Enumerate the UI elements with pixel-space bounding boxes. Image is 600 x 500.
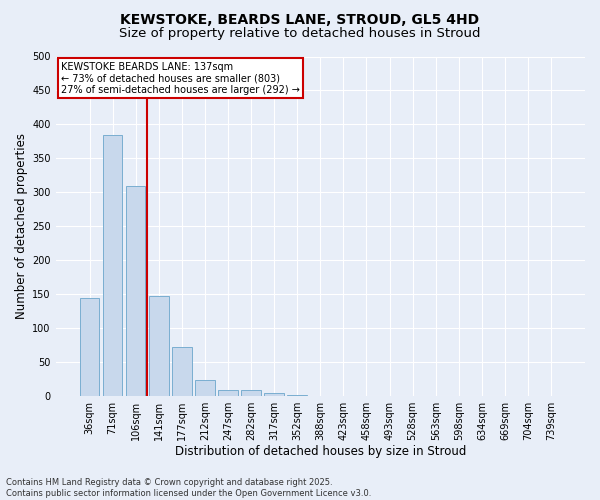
Bar <box>265 392 284 396</box>
Bar <box>80 298 100 396</box>
Bar <box>126 186 145 396</box>
Bar <box>218 390 238 396</box>
Bar <box>172 346 191 396</box>
Text: Contains HM Land Registry data © Crown copyright and database right 2025.
Contai: Contains HM Land Registry data © Crown c… <box>6 478 371 498</box>
Bar <box>149 296 169 396</box>
Y-axis label: Number of detached properties: Number of detached properties <box>15 134 28 320</box>
Bar <box>195 380 215 396</box>
Bar <box>103 134 122 396</box>
Text: KEWSTOKE BEARDS LANE: 137sqm
← 73% of detached houses are smaller (803)
27% of s: KEWSTOKE BEARDS LANE: 137sqm ← 73% of de… <box>61 62 300 95</box>
X-axis label: Distribution of detached houses by size in Stroud: Distribution of detached houses by size … <box>175 444 466 458</box>
Bar <box>287 394 307 396</box>
Bar <box>241 390 261 396</box>
Text: Size of property relative to detached houses in Stroud: Size of property relative to detached ho… <box>119 28 481 40</box>
Text: KEWSTOKE, BEARDS LANE, STROUD, GL5 4HD: KEWSTOKE, BEARDS LANE, STROUD, GL5 4HD <box>121 12 479 26</box>
